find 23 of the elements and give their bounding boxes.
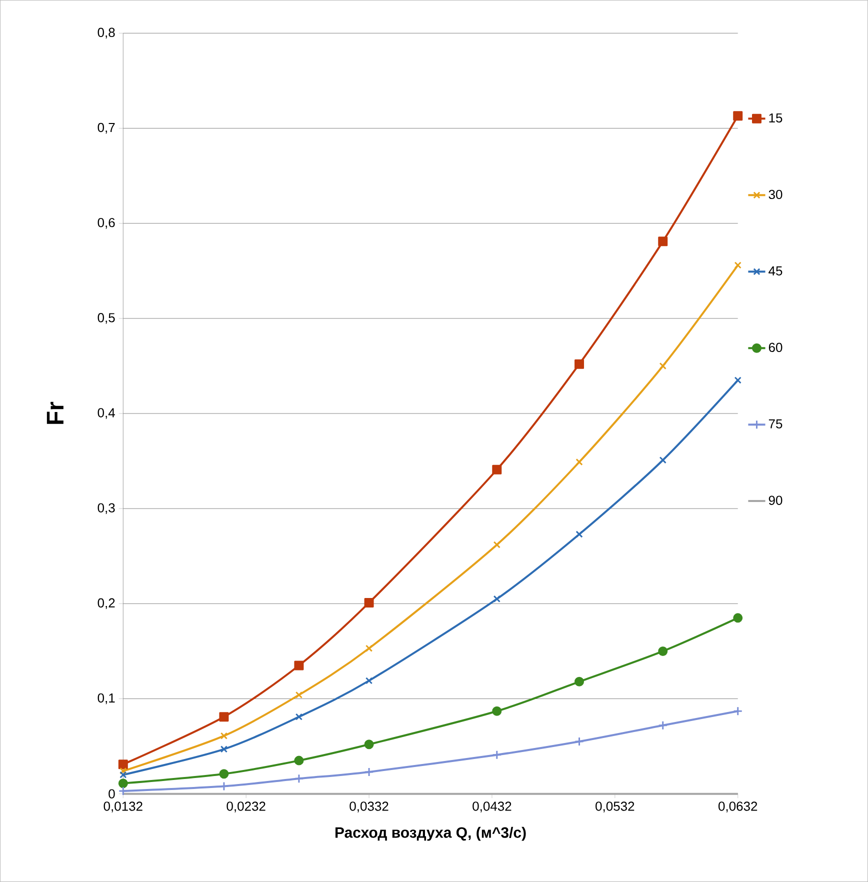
x-axis-title: Расход воздуха Q, (м^3/с)	[335, 826, 526, 841]
y-tick-label: 0,1	[98, 693, 115, 704]
legend-label: 30	[768, 190, 782, 200]
y-tick-label: 0	[108, 789, 115, 798]
y-tick-label: 0,5	[98, 313, 115, 324]
x-tick-label: 0,0332	[350, 802, 388, 812]
legend-label: 75	[768, 419, 782, 428]
x-tick-label: 0,0532	[596, 802, 634, 812]
legend-label: 90	[768, 496, 782, 505]
y-tick-label: 0,4	[98, 408, 115, 419]
y-tick-label: 0,8	[98, 28, 115, 39]
y-tick-label: 0,6	[98, 218, 115, 229]
y-tick-label: 0,2	[98, 598, 115, 610]
legend-label: 60	[768, 342, 782, 352]
y-axis-title: Fr	[46, 402, 64, 424]
y-tick-label: 0,7	[98, 122, 115, 134]
legend-label: 15	[769, 113, 782, 123]
y-tick-label: 0,3	[98, 503, 115, 514]
x-tick-label: 0,0132	[104, 802, 142, 812]
x-tick-label: 0,0432	[472, 802, 512, 812]
x-tick-label: 0,0632	[718, 802, 758, 812]
legend-label: 45	[768, 266, 782, 276]
x-tick-label: 0,0232	[226, 802, 266, 812]
